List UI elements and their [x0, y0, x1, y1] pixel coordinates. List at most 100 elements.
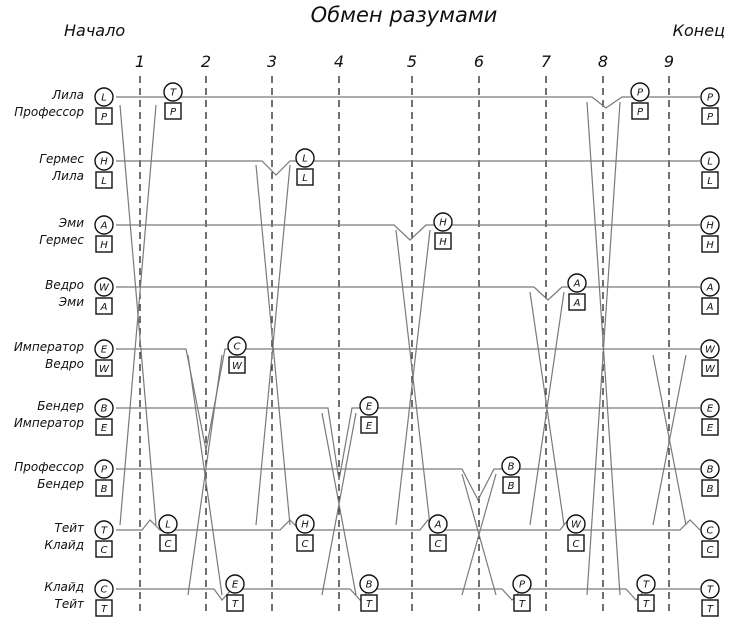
swap-crossing: [461, 473, 497, 596]
body-letter: T: [707, 604, 714, 615]
intermediate-token: EE: [359, 396, 379, 434]
mind-circle: [227, 336, 247, 356]
mind-letter: B: [508, 462, 515, 473]
end-token: PP: [700, 87, 720, 125]
start-token: EW: [94, 339, 114, 377]
intermediate-token: LL: [295, 148, 315, 186]
mind-circle: [94, 459, 114, 479]
body-letter: C: [101, 545, 108, 556]
body-square: [228, 356, 246, 374]
step-number-3: 3: [267, 52, 277, 71]
body-letter: T: [101, 604, 108, 615]
body-letter: L: [707, 176, 713, 187]
body-square: [701, 107, 719, 125]
body-square: [95, 297, 113, 315]
body-letter: P: [637, 107, 644, 118]
body-square: [701, 479, 719, 497]
body-square: [701, 599, 719, 617]
body-square: [95, 479, 113, 497]
body-letter: A: [706, 302, 714, 313]
body-letter: L: [302, 173, 308, 184]
body-square: [429, 534, 447, 552]
intermediate-token: AC: [428, 514, 448, 552]
body-square: [701, 297, 719, 315]
mind-letter: A: [573, 279, 581, 290]
mind-circle: [428, 514, 448, 534]
body-letter: H: [706, 240, 714, 251]
mind-letter: W: [571, 520, 582, 531]
mind-letter: C: [707, 526, 714, 537]
body-square: [502, 476, 520, 494]
body-letter: W: [99, 364, 110, 375]
body-letter: T: [232, 599, 239, 610]
body-trace: [116, 519, 701, 531]
step-number-2: 2: [201, 52, 211, 71]
end-label: Конец: [673, 21, 725, 40]
row-body-label: Тейт: [54, 597, 85, 611]
swap-crossing: [321, 412, 357, 596]
intermediate-token: HC: [295, 514, 315, 552]
intermediate-token: PP: [630, 82, 650, 120]
body-square: [164, 102, 182, 120]
start-token: LP: [94, 87, 114, 125]
mind-letter: H: [301, 520, 309, 531]
body-square: [701, 418, 719, 436]
body-letter: C: [707, 545, 714, 556]
body-square: [360, 416, 378, 434]
body-letter: H: [100, 240, 108, 251]
diagram-title: Обмен разумами: [311, 3, 498, 27]
mind-letter: A: [706, 283, 714, 294]
body-letter: A: [573, 298, 581, 309]
swap-crossing: [652, 354, 687, 526]
mind-letter: A: [434, 520, 442, 531]
start-token: WA: [94, 277, 114, 315]
step-number-5: 5: [407, 52, 417, 71]
body-trace: [116, 160, 700, 176]
body-letter: W: [232, 361, 243, 372]
body-letter: T: [643, 599, 650, 610]
start-token: HL: [94, 151, 114, 189]
body-square: [95, 107, 113, 125]
mind-circle: [501, 456, 521, 476]
mind-circle: [94, 398, 114, 418]
intermediate-token: LC: [158, 514, 178, 552]
body-square: [95, 540, 113, 558]
mind-letter: C: [234, 342, 241, 353]
row-body-label: Профессор: [14, 105, 84, 119]
mind-letter: H: [706, 221, 714, 232]
body-square: [631, 102, 649, 120]
mind-circle: [433, 212, 453, 232]
mind-letter: L: [302, 154, 308, 165]
body-letter: E: [101, 423, 108, 434]
body-square: [513, 594, 531, 612]
body-square: [95, 171, 113, 189]
swap-crossing: [529, 291, 565, 526]
row-mind-label: Тейт: [54, 521, 85, 535]
row-mind-label: Лила: [51, 88, 84, 102]
mind-letter: W: [705, 345, 716, 356]
body-trace: [116, 468, 700, 502]
end-token: LL: [700, 151, 720, 189]
row-body-label: Ведро: [45, 357, 84, 371]
mind-circle: [359, 574, 379, 594]
mind-letter: E: [707, 404, 714, 415]
row-mind-label: Эми: [58, 216, 84, 230]
mind-letter: B: [707, 465, 714, 476]
row-mind-label: Профессор: [14, 460, 84, 474]
end-token: EE: [700, 398, 720, 436]
body-letter: P: [101, 112, 108, 123]
mind-circle: [163, 82, 183, 102]
step-number-8: 8: [598, 52, 608, 71]
mind-circle: [94, 87, 114, 107]
mind-letter: P: [637, 88, 644, 99]
mind-circle: [700, 579, 720, 599]
mind-letter: T: [707, 585, 714, 596]
mind-circle: [359, 396, 379, 416]
end-token: HH: [700, 215, 720, 253]
body-letter: A: [100, 302, 108, 313]
intermediate-token: PT: [512, 574, 532, 612]
row-mind-label: Император: [14, 340, 85, 354]
body-square: [701, 235, 719, 253]
mind-letter: L: [101, 93, 107, 104]
